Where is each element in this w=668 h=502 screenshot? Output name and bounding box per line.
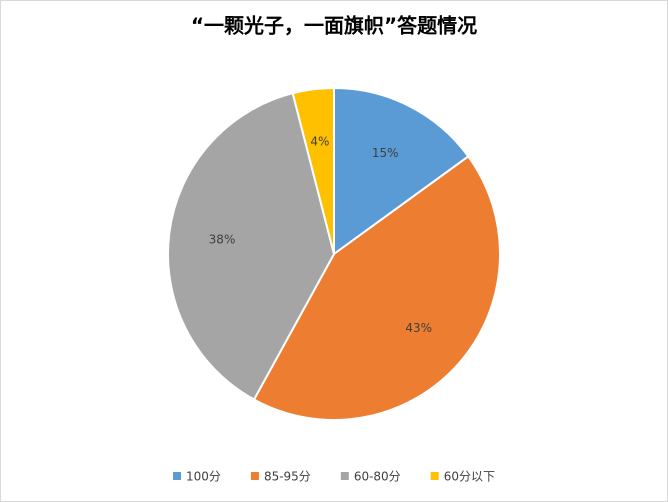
legend-label: 100分 [186, 470, 221, 484]
legend-swatch [430, 472, 439, 480]
data-label: 4% [310, 135, 329, 149]
legend-swatch [340, 472, 349, 480]
legend-swatch [173, 472, 182, 480]
data-label: 43% [405, 321, 432, 335]
pie-slice [252, 155, 501, 421]
chart-title: “一颗光子，一面旗帜”答题情况 [191, 14, 477, 38]
pie-slice [333, 86, 470, 256]
pie-slice [167, 91, 336, 401]
data-label: 15% [372, 146, 399, 160]
legend-swatch [250, 472, 259, 480]
legend-label: 85-95分 [264, 470, 311, 484]
data-label: 38% [209, 232, 236, 246]
legend: 100分 85-95分 60-80分 60分以下 [173, 470, 495, 484]
legend-label: 60-80分 [354, 470, 401, 484]
pie-slice [291, 86, 335, 255]
legend-label: 60分以下 [444, 470, 495, 484]
